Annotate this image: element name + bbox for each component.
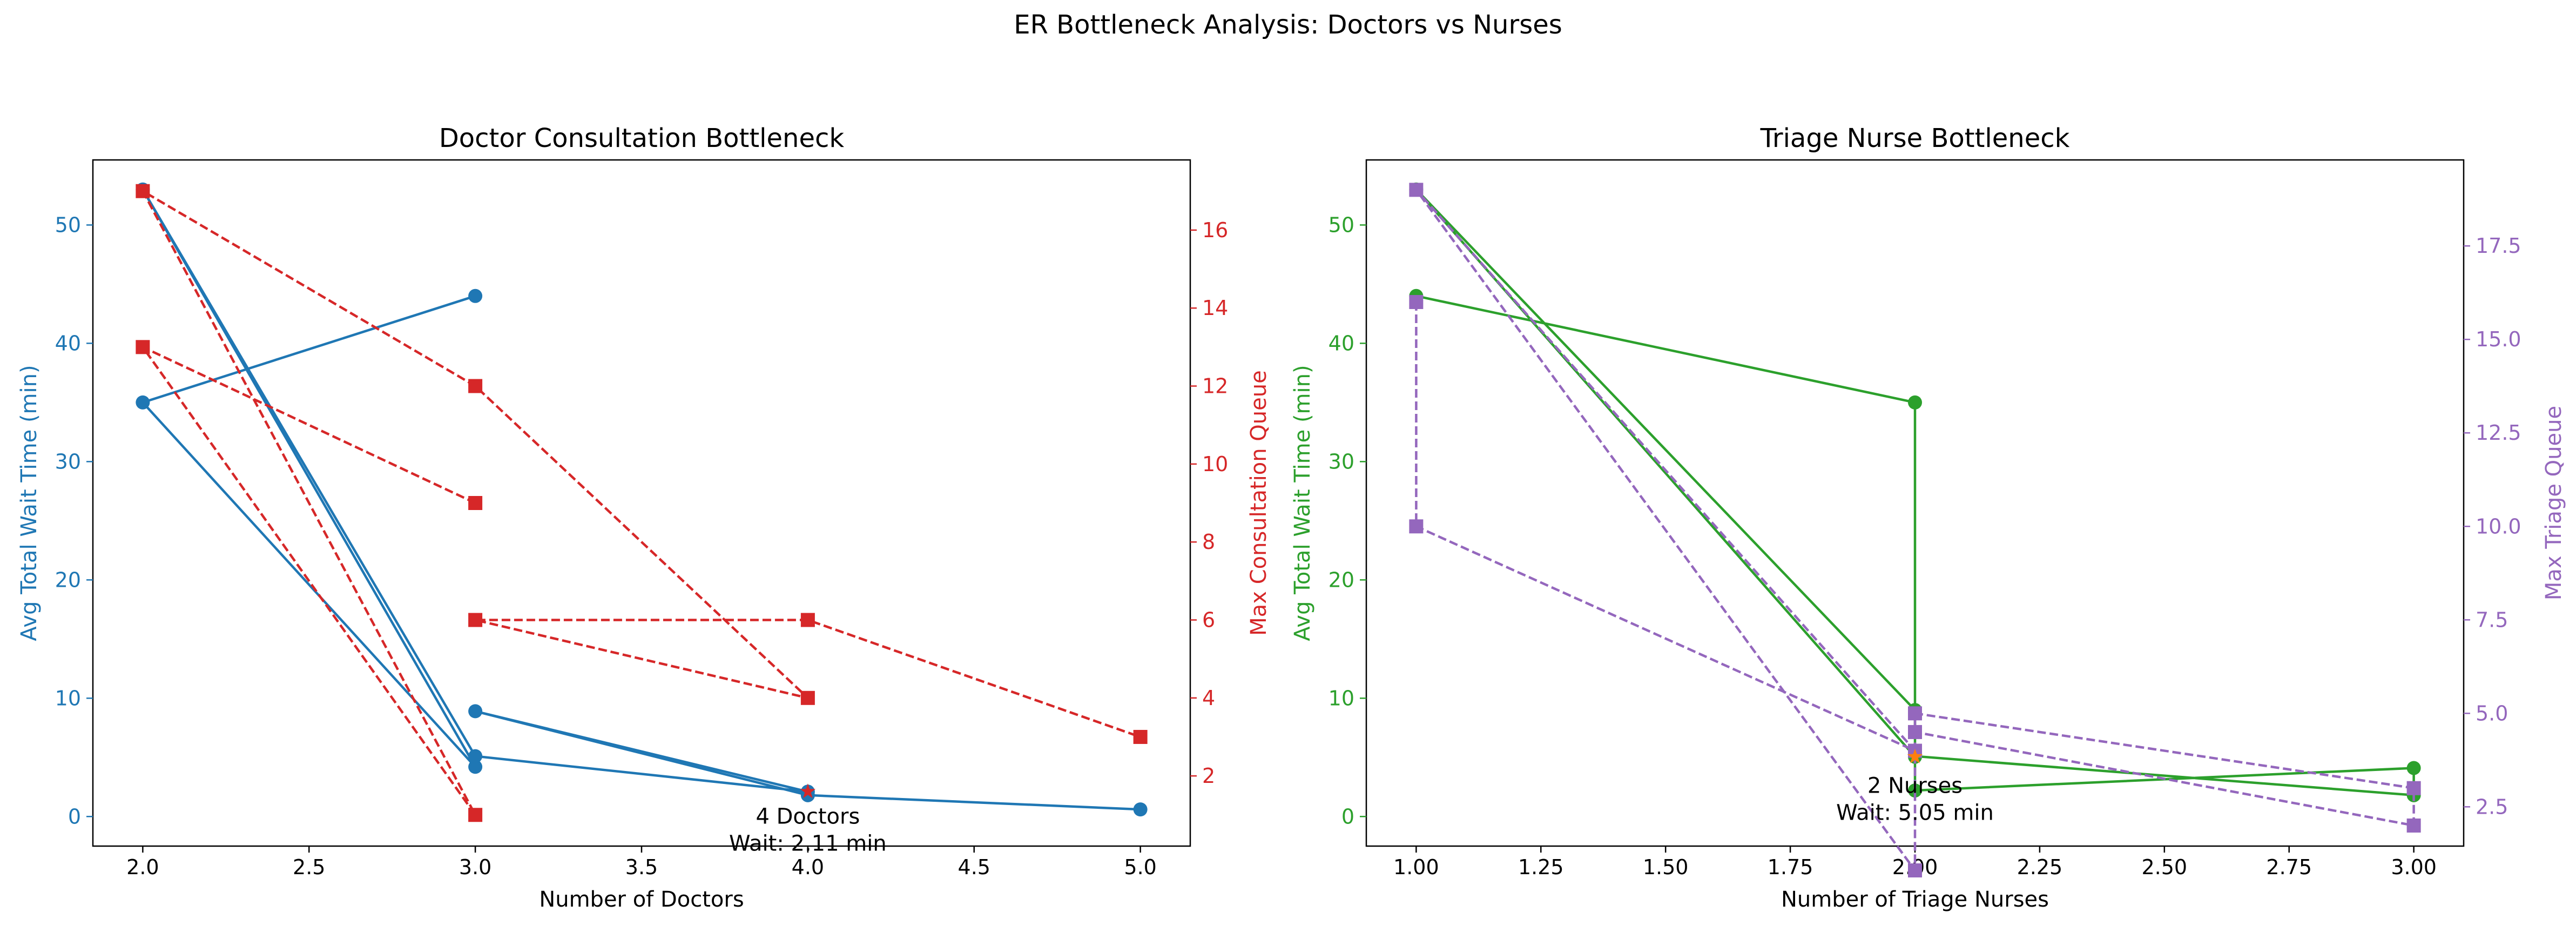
nurse-x-tick-label: 2.50 xyxy=(2142,855,2188,879)
doctor-x-tick-label: 5.0 xyxy=(1124,855,1156,879)
nurse-wait-point xyxy=(1908,395,1922,410)
nurse-y-right-tick-label: 17.5 xyxy=(2476,234,2521,258)
nurse-queue-point xyxy=(1409,183,1424,197)
nurse-wait-point xyxy=(2406,761,2421,775)
doctor-x-axis-label: Number of Doctors xyxy=(539,887,744,912)
nurse-y-tick-label: 50 xyxy=(1329,213,1354,237)
doctor-y-axis-label: Avg Total Wait Time (min) xyxy=(17,365,42,641)
nurse-y-right-tick-label: 5.0 xyxy=(2476,701,2508,725)
nurse-y-tick-label: 0 xyxy=(1341,804,1354,828)
nurse-y-tick-label: 20 xyxy=(1329,568,1354,592)
doctor-x-tick-label: 2.0 xyxy=(126,855,159,879)
doctor-y-right-tick-label: 4 xyxy=(1202,686,1215,710)
doctor-queue-point xyxy=(468,379,483,393)
nurse-chart-title: Triage Nurse Bottleneck xyxy=(1760,123,2070,153)
doctor-queue-point xyxy=(1133,729,1148,744)
doctor-wait-point xyxy=(468,749,483,763)
nurse-x-tick-label: 1.25 xyxy=(1518,855,1564,879)
doctor-wait-point xyxy=(136,395,150,410)
doctor-y-tick-label: 30 xyxy=(55,450,81,473)
doctor-y-right-tick-label: 8 xyxy=(1202,530,1215,554)
doctor-queue-point xyxy=(800,613,815,627)
nurse-x-tick-label: 1.75 xyxy=(1768,855,1813,879)
doctor-wait-point xyxy=(468,760,483,774)
doctor-wait-point xyxy=(1133,802,1148,817)
nurse-y-axis-label: Avg Total Wait Time (min) xyxy=(1290,365,1315,641)
doctor-y-right-tick-label: 6 xyxy=(1202,608,1215,632)
doctor-wait-point xyxy=(468,704,483,719)
nurse-queue-point xyxy=(2406,818,2421,833)
doctor-y-right-tick-label: 14 xyxy=(1202,296,1228,320)
doctor-x-tick-label: 4.5 xyxy=(958,855,990,879)
nurse-queue-point xyxy=(1908,725,1922,739)
doctor-x-tick-label: 4.0 xyxy=(792,855,824,879)
doctor-queue-point xyxy=(468,496,483,510)
nurse-y-right-axis-label: Max Triage Queue xyxy=(2541,406,2566,600)
doctor-y-tick-label: 20 xyxy=(55,568,81,592)
nurse-queue-point xyxy=(1908,706,1922,721)
nurse-y-right-tick-label: 2.5 xyxy=(2476,795,2508,819)
nurse-queue-point xyxy=(1409,519,1424,534)
nurse-x-tick-label: 3.00 xyxy=(2391,855,2437,879)
nurse-y-right-tick-label: 15.0 xyxy=(2476,327,2521,351)
doctor-wait-point xyxy=(468,289,483,303)
nurse-x-tick-label: 2.75 xyxy=(2266,855,2312,879)
nurse-y-right-tick-label: 7.5 xyxy=(2476,608,2508,632)
doctor-y-tick-label: 0 xyxy=(68,804,81,828)
nurse-wait-point xyxy=(1908,783,1922,798)
nurse-y-tick-label: 30 xyxy=(1329,450,1354,473)
doctor-y-right-tick-label: 2 xyxy=(1202,764,1215,788)
doctor-queue-point xyxy=(800,690,815,705)
nurse-x-tick-label: 1.00 xyxy=(1393,855,1439,879)
doctor-x-tick-label: 3.0 xyxy=(459,855,491,879)
nurse-x-tick-label: 1.50 xyxy=(1643,855,1689,879)
doctor-annotation-line: Wait: 2.11 min xyxy=(729,831,887,856)
figure-title: ER Bottleneck Analysis: Doctors vs Nurse… xyxy=(1014,10,1562,40)
doctor-optimal-marker xyxy=(800,783,816,799)
doctor-y-right-tick-label: 12 xyxy=(1202,374,1228,398)
doctor-y-tick-label: 40 xyxy=(55,331,81,355)
nurse-optimal-marker xyxy=(1907,748,1923,763)
nurse-annotation-line: 2 Nurses xyxy=(1867,773,1963,798)
nurse-chart-panel: Triage Nurse Bottleneck 1.00 1.25 1.50 1.75 2… xyxy=(1290,123,2566,912)
doctor-annotation-line: 4 Doctors xyxy=(756,804,860,829)
doctor-queue-point xyxy=(136,340,150,354)
doctor-y-tick-label: 50 xyxy=(55,213,81,237)
nurse-queue-point xyxy=(1409,294,1424,309)
doctor-chart-title: Doctor Consultation Bottleneck xyxy=(439,123,845,153)
nurse-queue-point xyxy=(2406,781,2421,795)
doctor-queue-point xyxy=(468,613,483,627)
doctor-chart-panel: Doctor Consultation Bottleneck 2.0 2.5 3.0 3… xyxy=(17,123,1271,912)
doctor-x-tick-label: 3.5 xyxy=(625,855,658,879)
nurse-y-tick-label: 10 xyxy=(1329,686,1354,710)
doctor-y-right-tick-label: 16 xyxy=(1202,218,1228,242)
nurse-x-tick-label: 2.25 xyxy=(2017,855,2063,879)
nurse-y-right-tick-label: 10.0 xyxy=(2476,514,2521,538)
doctor-y-tick-label: 10 xyxy=(55,686,81,710)
nurse-annotation-line: Wait: 5.05 min xyxy=(1836,800,1994,825)
nurse-y-tick-label: 40 xyxy=(1329,331,1354,355)
nurse-x-axis-label: Number of Triage Nurses xyxy=(1781,887,2049,912)
nurse-y-right-tick-label: 12.5 xyxy=(2476,421,2521,445)
doctor-y-right-tick-label: 10 xyxy=(1202,452,1228,476)
doctor-queue-point xyxy=(468,808,483,822)
doctor-y-right-axis-label: Max Consultation Queue xyxy=(1246,370,1271,635)
doctor-queue-point xyxy=(136,184,150,198)
nurse-queue-point xyxy=(1908,863,1922,877)
doctor-x-tick-label: 2.5 xyxy=(293,855,325,879)
